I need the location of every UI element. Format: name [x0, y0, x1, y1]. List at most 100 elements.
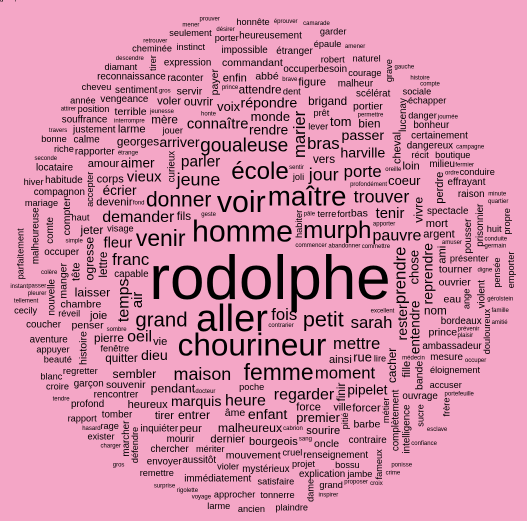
cloud-word: femme [244, 359, 314, 385]
cloud-word: lettre [97, 252, 110, 278]
cloud-word: gérolstein [487, 296, 513, 302]
cloud-word: bras [307, 134, 339, 153]
cloud-word: minute [488, 191, 507, 197]
cloud-word: pipelet [347, 383, 387, 398]
cloud-word: contrarier [268, 323, 293, 329]
cloud-word: curieux [167, 151, 178, 183]
cloud-word: regarder [274, 386, 335, 403]
cloud-word: penser [72, 320, 105, 332]
cloud-word: cheval [392, 132, 404, 164]
cloud-word: vie [153, 336, 167, 348]
cloud-word: tomber [102, 410, 133, 421]
cloud-word: goualeuse [200, 136, 288, 157]
cloud-word: justement [72, 124, 116, 135]
cloud-word: entrer [178, 408, 210, 422]
cloud-word: commandant [222, 57, 283, 69]
cloud-word: hiver [24, 177, 44, 187]
cloud-word: servir [177, 85, 203, 97]
cloud-word: rencontrer [94, 390, 139, 401]
cloud-word: tom [330, 114, 352, 129]
cloud-word: ange [461, 289, 471, 309]
cloud-word: rapport [68, 413, 98, 423]
cloud-word: quitter [105, 352, 138, 365]
cloud-word: honnête [236, 17, 269, 27]
cloud-word: temps [115, 279, 132, 323]
cloud-word: homme [192, 216, 293, 249]
cloud-word: pâle [304, 211, 316, 217]
cloud-word: moment [315, 364, 376, 383]
cloud-word: inquiéter [141, 424, 179, 435]
cloud-word: nom [424, 305, 447, 318]
cloud-word: sourire [306, 425, 340, 437]
cloud-word: remettre [140, 468, 174, 478]
cloud-word: mettre [333, 334, 380, 353]
cloud-word: voiture [0, 0, 19, 2]
cloud-word: rester [395, 304, 411, 341]
cloud-word: satisfaire [258, 477, 295, 487]
cloud-word: premier [296, 410, 340, 425]
cloud-word: joie [89, 310, 107, 322]
cloud-word: porte [344, 162, 382, 181]
cloud-word: coucher [26, 320, 62, 331]
cloud-word: mouvement [226, 450, 281, 462]
cloud-word: attendre [239, 83, 282, 96]
cloud-word: garder [320, 26, 347, 36]
cloud-word: fameux [374, 449, 384, 480]
cloud-word: danger [408, 110, 437, 120]
cloud-word: tendre [53, 397, 71, 403]
cloud-word: laisser [75, 285, 111, 299]
cloud-word: abandonner [328, 244, 360, 250]
cloud-word: vieux [127, 170, 162, 186]
cloud-word: georges [117, 136, 159, 149]
cloud-word: projet [292, 459, 315, 469]
cloud-word: dieu [141, 348, 168, 364]
cloud-word: terre [317, 209, 336, 219]
cloud-word: fenêtre [100, 344, 129, 354]
cloud-word: raison [458, 189, 485, 200]
cloud-word: famille [492, 308, 510, 314]
cloud-word: heure [225, 393, 266, 410]
cloud-word: emporter [506, 252, 516, 289]
cloud-word: robert [321, 55, 345, 65]
cloud-word: lucenay [398, 98, 409, 132]
cloud-word: année [70, 96, 96, 106]
cloud-word: contraire [349, 435, 388, 446]
cloud-word: colère [41, 270, 58, 276]
cloud-word: ancien [238, 504, 265, 514]
cloud-word: récit [411, 150, 429, 160]
cloud-word: éloignement [430, 365, 481, 375]
cloud-word: raconter [167, 73, 204, 84]
cloud-word: amener [345, 44, 365, 50]
cloud-word: pendant [151, 382, 196, 396]
cloud-word: passer [28, 284, 46, 290]
cloud-word: bande [413, 361, 425, 390]
cloud-word: profond [71, 399, 104, 410]
cloud-word: charbonnier [0, 0, 32, 2]
cloud-word: entendre [407, 301, 422, 355]
cloud-word: violent [476, 280, 487, 309]
cloud-word: reprendre [420, 243, 436, 305]
cloud-word: spectacle [427, 206, 469, 217]
cloud-word: nouvelle [47, 279, 58, 316]
cloud-word: chambre [60, 299, 101, 311]
cloud-word: exister [87, 432, 114, 442]
cloud-word: calme [74, 135, 101, 146]
cloud-word: sentir [289, 165, 304, 171]
cloud-word: oreille [385, 167, 402, 173]
cloud-word: prince [428, 326, 457, 338]
cloud-word: fille [401, 361, 413, 378]
cloud-word: rapporter [75, 147, 115, 158]
cloud-word: gauche [395, 64, 415, 70]
cloud-word: ami [436, 246, 448, 264]
cloud-word: histoire [78, 331, 90, 365]
cloud-word: oncle [314, 438, 339, 450]
cloud-word: répondre [241, 96, 298, 112]
cloud-word: rodolphe [149, 244, 390, 313]
cloud-word: ville [333, 401, 351, 413]
cloud-word: dame [306, 479, 316, 502]
cloud-word: mourir [167, 434, 195, 445]
cloud-word: joli [292, 172, 304, 182]
cloud-word: tête [71, 262, 83, 281]
cloud-word: tourner [439, 263, 473, 275]
cloud-word: rue [353, 350, 372, 365]
